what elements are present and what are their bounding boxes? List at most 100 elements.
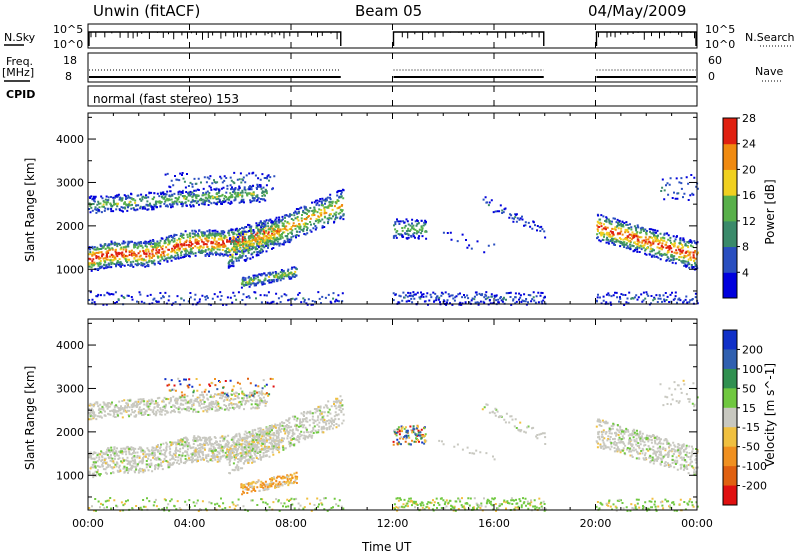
velocity-rising-band [228,395,345,475]
power-lower-patch [241,267,298,287]
velocity-colorbar-tick-label: -200 [742,480,767,493]
velocity-midday-patch [395,427,426,446]
x-axis-label: Time UT [362,540,412,554]
power-panel-frame [87,112,698,305]
velocity-upper-band [88,390,268,421]
velocity-colorbar-swatch [723,388,737,409]
power-ytick-label: 2000 [56,220,84,233]
velocity-ytick-label: 4000 [56,339,84,352]
velocity-midday-patch [395,426,427,446]
nsky-spikes [395,32,540,40]
power-evening-top [665,177,699,199]
nsearch-tick-high: 10^5 [705,23,736,36]
power-colorbar-swatch [723,220,737,248]
freq-label: Freq. [6,55,34,68]
power-ascending-arc [482,198,546,233]
xtick-label: 08:00 [275,517,307,530]
nsearch-tick-low: 10^0 [705,38,736,51]
power-near-range-2 [403,295,535,301]
power-colorbar-swatch [723,246,737,273]
velocity-midday-patch [400,425,427,443]
power-evening-band [597,225,695,259]
power-evening-band [598,218,697,266]
velocity-colorbar-swatch [723,466,737,487]
velocity-ascending-arc [483,406,530,429]
velocity-lower-patch [241,472,298,490]
nsky-tick-low: 10^0 [53,38,84,51]
velocity-main-band [88,424,281,479]
velocity-colorbar-tick-label: 15 [742,402,756,415]
xtick-label: 04:00 [174,517,206,530]
xtick-label: 20:00 [580,517,612,530]
nsky-spikes [90,32,338,40]
power-colorbar-tick-label: 20 [742,163,756,176]
power-midday-patch [394,225,427,233]
xtick-label: 16:00 [478,517,510,530]
power-main-band [88,221,279,268]
velocity-colorbar-tick-label: 100 [742,363,763,376]
cpid-label: CPID [6,88,36,101]
nave-tick-low: 0 [708,70,715,83]
velocity-near-range-2 [393,497,547,512]
power-near-range-1 [117,296,335,301]
velocity-top-sparse [168,377,272,397]
velocity-panel-frame [87,318,698,511]
xtick-label: 12:00 [377,517,409,530]
velocity-ytick-label: 2000 [56,426,84,439]
power-colorbar-tick-label: 28 [742,112,756,125]
power-rising-band [230,197,345,259]
velocity-colorbar-swatch [723,330,737,350]
velocity-lower-patch [244,475,297,492]
power-upper-band [89,191,268,209]
velocity-colorbar-frame [722,329,738,506]
velocity-colorbar-swatch [723,368,737,389]
power-colorbar-swatch [723,169,737,196]
velocity-colorbar-swatch [723,407,737,428]
nave-tick-high: 60 [708,54,722,67]
velocity-colorbar-swatch [723,446,737,467]
velocity-ascending-arc [485,403,547,445]
velocity-colorbar-tick-label: -50 [742,441,760,454]
power-near-range-3 [595,291,699,306]
xtick-label: 00:00 [72,517,104,530]
velocity-evening-top [691,396,699,405]
power-colorbar-swatch [723,272,737,299]
power-rising-band [228,191,345,266]
velocity-evening-top [659,381,698,408]
power-evening-band [596,222,699,260]
date-title: 04/May/2009 [588,2,687,20]
power-midday-patch [395,218,428,240]
velocity-top-sparse [171,387,264,397]
nsky-trace [595,31,697,46]
nsearch-label: N.Search [745,31,795,44]
nsky-label: N.Sky [4,31,36,44]
power-lower-patch [241,266,298,287]
velocity-midday-patch [392,425,424,443]
freq-tick-low: 8 [65,70,72,83]
power-upper-band [88,185,265,214]
freq-unit: [MHz] [2,66,35,79]
power-colorbar-tick-label: 24 [742,138,756,151]
xtick-label: 00:00 [681,517,713,530]
power-colorbar-tick-label: 16 [742,189,756,202]
power-ascending-arc [487,204,517,219]
velocity-near-range-3 [595,498,699,512]
velocity-colorbar-tick-label: -100 [742,460,767,473]
power-colorbar-swatch [723,143,737,170]
cpid-value: normal (fast stereo) 153 [93,92,240,106]
power-midday-patch [393,222,428,236]
power-ytick-label: 1000 [56,263,84,276]
power-top-sparse [164,171,274,191]
velocity-midday-patch [394,426,425,446]
velocity-colorbar-swatch [723,485,737,506]
velocity-top-sparse [169,385,266,393]
nsky-spikes [598,32,695,40]
power-evening-band [596,213,699,270]
power-rising-band [227,195,345,265]
power-near-range-3 [596,293,699,305]
power-near-range-2 [394,291,546,306]
power-evening-top [661,174,696,201]
velocity-colorbar-tick-label: 200 [742,343,763,356]
nave-label: Nave [755,65,784,78]
